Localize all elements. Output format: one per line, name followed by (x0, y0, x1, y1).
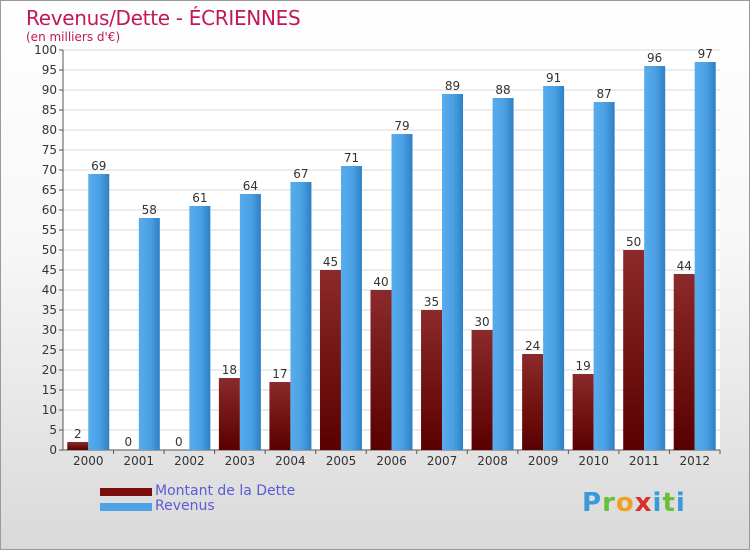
x-tick-label: 2004 (275, 454, 306, 468)
bar-dette (623, 250, 645, 450)
data-label-revenus: 96 (647, 51, 662, 65)
data-label-dette: 40 (373, 275, 388, 289)
x-tick-label: 2007 (427, 454, 458, 468)
data-label-dette: 30 (474, 315, 489, 329)
data-label-dette: 35 (424, 295, 439, 309)
legend-swatch-revenus (100, 503, 152, 511)
bar-dette (572, 374, 594, 450)
x-tick-label: 2008 (477, 454, 508, 468)
y-tick-label: 90 (42, 83, 57, 97)
data-label-dette: 0 (175, 435, 183, 449)
data-label-dette: 45 (323, 255, 338, 269)
bar-revenus (239, 194, 261, 450)
proxiti-logo: Proxiti (582, 488, 686, 518)
data-label-dette: 24 (525, 339, 540, 353)
chart-subtitle: (en milliers d'€) (26, 30, 121, 44)
data-label-revenus: 64 (243, 179, 258, 193)
x-tick-label: 2003 (225, 454, 256, 468)
y-tick-label: 10 (42, 403, 57, 417)
legend-label-dette: Montant de la Dette (155, 483, 296, 499)
data-label-revenus: 69 (91, 159, 106, 173)
bar-revenus (340, 166, 362, 450)
data-label-revenus: 71 (344, 151, 359, 165)
y-tick-label: 70 (42, 163, 57, 177)
x-tick-label: 2012 (679, 454, 710, 468)
x-tick-label: 2005 (326, 454, 357, 468)
bar-revenus (290, 182, 312, 450)
bar-dette (319, 270, 341, 450)
x-tick-label: 2009 (528, 454, 559, 468)
y-tick-label: 75 (42, 143, 57, 157)
data-label-revenus: 67 (293, 167, 308, 181)
data-label-revenus: 91 (546, 71, 561, 85)
data-label-dette: 44 (677, 259, 692, 273)
y-tick-label: 20 (42, 363, 57, 377)
x-tick-label: 2011 (629, 454, 660, 468)
bar-revenus (492, 98, 514, 450)
bar-dette (673, 274, 695, 450)
data-label-dette: 0 (124, 435, 132, 449)
bar-revenus (543, 86, 565, 450)
bar-revenus (593, 102, 615, 450)
data-label-revenus: 58 (142, 203, 157, 217)
y-tick-label: 5 (49, 423, 57, 437)
legend-swatch-dette (100, 488, 152, 496)
data-label-dette: 50 (626, 235, 641, 249)
data-label-revenus: 97 (698, 47, 713, 61)
chart-title: Revenus/Dette - ÉCRIENNES (26, 6, 301, 30)
y-tick-label: 35 (42, 303, 57, 317)
y-tick-label: 45 (42, 263, 57, 277)
y-tick-label: 95 (42, 63, 57, 77)
x-tick-label: 2006 (376, 454, 407, 468)
bar-dette (67, 442, 89, 450)
bar-revenus (138, 218, 160, 450)
x-tick-label: 2000 (73, 454, 104, 468)
x-tick-label: 2010 (578, 454, 609, 468)
bar-revenus (189, 206, 211, 450)
y-tick-label: 25 (42, 343, 57, 357)
bar-dette (471, 330, 493, 450)
x-tick-label: 2002 (174, 454, 205, 468)
bar-revenus (391, 134, 413, 450)
bar-revenus (442, 94, 464, 450)
y-tick-label: 80 (42, 123, 57, 137)
data-label-revenus: 88 (495, 83, 510, 97)
y-tick-label: 60 (42, 203, 57, 217)
y-tick-label: 40 (42, 283, 57, 297)
x-tick-label: 2001 (124, 454, 155, 468)
data-label-revenus: 87 (597, 87, 612, 101)
y-tick-label: 0 (49, 443, 57, 457)
y-tick-label: 85 (42, 103, 57, 117)
bar-dette (269, 382, 291, 450)
y-tick-label: 30 (42, 323, 57, 337)
data-label-revenus: 79 (394, 119, 409, 133)
data-label-dette: 19 (576, 359, 591, 373)
y-tick-label: 15 (42, 383, 57, 397)
y-tick-label: 65 (42, 183, 57, 197)
data-label-dette: 17 (272, 367, 287, 381)
data-label-revenus: 89 (445, 79, 460, 93)
bar-revenus (88, 174, 110, 450)
y-tick-label: 50 (42, 243, 57, 257)
data-label-dette: 2 (74, 427, 82, 441)
data-label-revenus: 61 (192, 191, 207, 205)
bar-dette (218, 378, 240, 450)
bar-dette (370, 290, 392, 450)
legend-label-revenus: Revenus (155, 498, 215, 514)
bar-dette (522, 354, 544, 450)
y-tick-label: 55 (42, 223, 57, 237)
bar-revenus (694, 62, 716, 450)
bar-dette (421, 310, 443, 450)
data-label-dette: 18 (222, 363, 237, 377)
bar-revenus (644, 66, 666, 450)
y-tick-label: 100 (34, 43, 57, 57)
